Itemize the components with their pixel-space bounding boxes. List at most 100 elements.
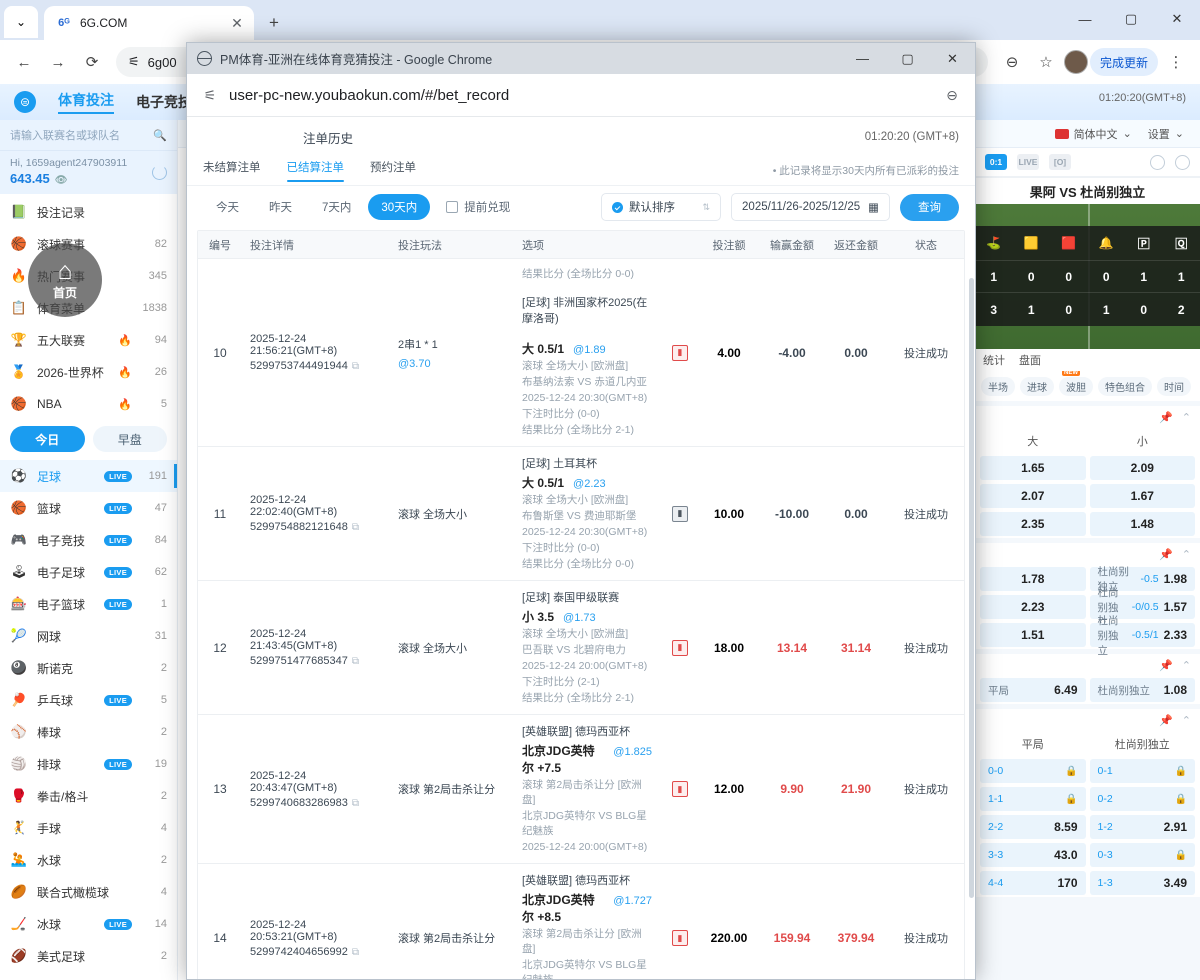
copy-icon[interactable]: ⧉	[351, 522, 360, 533]
eye-icon[interactable]: 👁	[54, 175, 68, 186]
avatar-icon[interactable]	[1063, 50, 1088, 74]
odds-cell[interactable]: 1.67	[1089, 484, 1195, 508]
sidebar-item-电子篮球[interactable]: 🎰 电子篮球 LIVE 1	[0, 588, 177, 620]
refresh-icon[interactable]	[1175, 154, 1190, 170]
market-chip-进球[interactable]: 进球	[1020, 376, 1054, 396]
tune-icon[interactable]: ⚟	[128, 54, 140, 69]
odds-cell[interactable]: 0-1 🔒	[1089, 759, 1195, 783]
copy-icon[interactable]: ⧉	[351, 797, 360, 809]
tab-reserved[interactable]: 预约注单	[370, 162, 416, 174]
sidebar-item-网球[interactable]: 🎾 网球 31	[0, 620, 177, 652]
language-selector[interactable]: 简体中文 ⌄	[1054, 126, 1132, 142]
minimize-button[interactable]: —	[1078, 11, 1092, 27]
odds-cell[interactable]: 0-2 🔒	[1089, 787, 1195, 811]
odds-cell[interactable]: 1-1 🔒	[980, 787, 1086, 811]
chevron-up-icon[interactable]: ⌃	[1181, 548, 1191, 561]
odds-cell[interactable]: 2-2 8.59	[980, 815, 1086, 839]
quick-filter-7天内[interactable]: 7天内	[322, 202, 352, 214]
browser-tab[interactable]: 6ᴳ 6G.COM ✕	[44, 6, 254, 40]
star-icon[interactable]: ☆	[1039, 54, 1053, 71]
search-button[interactable]: 查询	[900, 193, 959, 221]
odds-cell[interactable]: 杜尚别独立 1.08	[1089, 678, 1195, 702]
sidebar-item-美式足球[interactable]: 🏈 美式足球 2	[0, 940, 177, 972]
odds-cell[interactable]: 3-3 43.0	[980, 843, 1086, 867]
cashout-checkbox[interactable]: 提前兑现	[446, 199, 510, 215]
quick-filter-30天内[interactable]: 30天内	[368, 194, 431, 220]
sidebar-item-娱乐[interactable]: 🎤娱乐2	[0, 972, 177, 980]
sidebar-item-斯诺克[interactable]: 🎱 斯诺克 2	[0, 652, 177, 684]
odds-cell[interactable]: 4-4 170	[980, 871, 1086, 895]
market-chip-半场[interactable]: 半场	[981, 376, 1015, 396]
odds-cell[interactable]: 杜尚别独立 -0/0.5 1.57	[1089, 587, 1195, 629]
market-chip-波胆[interactable]: NEW 波胆	[1059, 371, 1093, 396]
chevron-up-icon[interactable]: ⌃	[1181, 714, 1191, 727]
home-floating-button[interactable]: ⌂ 首页	[28, 243, 102, 317]
sidebar-item-冰球[interactable]: 🏒 冰球 LIVE 14	[0, 908, 177, 940]
odds-cell[interactable]: 2.35	[980, 512, 1086, 536]
site-nav-esports[interactable]: 电子竞技	[136, 94, 192, 110]
kebab-menu-icon[interactable]: ⋮	[1168, 54, 1184, 71]
checkbox-icon[interactable]	[446, 201, 459, 213]
pin-icon[interactable]: 📌	[1159, 548, 1173, 561]
rp-tab-other[interactable]: [O]	[1049, 154, 1071, 170]
sidebar-item-水球[interactable]: 🤽 水球 2	[0, 844, 177, 876]
settings-menu[interactable]: 设置 ⌄	[1148, 126, 1184, 142]
new-tab-button[interactable]: +	[269, 13, 279, 32]
site-nav-sports[interactable]: 体育投注	[58, 90, 114, 114]
sidebar-item-乒乓球[interactable]: 🏓 乒乓球 LIVE 5	[0, 684, 177, 716]
market-chip-特色组合[interactable]: 特色组合	[1098, 376, 1152, 396]
rp-tab-score[interactable]: 0:1	[985, 154, 1007, 170]
date-range-input[interactable]: 2025/11/26-2025/12/25 ▦	[731, 193, 890, 221]
sidebar-segment-早盘[interactable]: 早盘	[92, 426, 167, 452]
odds-cell[interactable]: 2.23	[980, 595, 1086, 619]
search-icon[interactable]: 🔍	[153, 129, 167, 142]
pin-icon[interactable]: 📌	[1159, 714, 1173, 727]
market-chip-时间[interactable]: 时间	[1157, 376, 1191, 396]
sidebar-item-足球[interactable]: ⚽ 足球 LIVE 191	[0, 460, 177, 492]
chevron-up-icon[interactable]: ⌃	[1181, 411, 1191, 424]
reload-icon[interactable]: ⟳	[85, 54, 99, 71]
odds-cell[interactable]: 杜尚别独立 -0.5 1.98	[1089, 566, 1195, 593]
sidebar-item-NBA[interactable]: 🏀 NBA 🔥 5	[0, 388, 177, 420]
sidebar-item-投注记录[interactable]: 📗 投注记录	[0, 196, 177, 228]
close-button[interactable]: ✕	[1171, 11, 1183, 26]
sidebar-search[interactable]: 请输入联赛名或球队名 🔍	[0, 120, 177, 150]
close-button[interactable]: ✕	[947, 50, 958, 66]
sidebar-item-篮球[interactable]: 🏀 篮球 LIVE 47	[0, 492, 177, 524]
sidebar-item-电子足球[interactable]: 🕹 电子足球 LIVE 62	[0, 556, 177, 588]
sidebar-item-五大联赛[interactable]: 🏆 五大联赛 🔥 94	[0, 324, 177, 356]
sidebar-item-排球[interactable]: 🏐 排球 LIVE 19	[0, 748, 177, 780]
copy-icon[interactable]: ⧉	[351, 361, 360, 372]
zoom-out-icon[interactable]: ⊖	[1005, 54, 1019, 71]
rp-tab-live[interactable]: LIVE	[1017, 154, 1039, 170]
quick-filter-昨天[interactable]: 昨天	[269, 202, 292, 214]
sidebar-item-电子竞技[interactable]: 🎮 电子竞技 LIVE 84	[0, 524, 177, 556]
pin-icon[interactable]: 📌	[1159, 411, 1173, 424]
odds-cell[interactable]: 1-3 3.49	[1089, 871, 1195, 895]
quick-filter-今天[interactable]: 今天	[216, 202, 239, 214]
minimize-button[interactable]: —	[856, 51, 869, 66]
sort-icon[interactable]: ⇳	[1196, 377, 1200, 396]
tab-search-chevron-icon[interactable]: ⌄	[4, 6, 38, 38]
odds-cell[interactable]: 1.48	[1089, 512, 1195, 536]
calendar-icon[interactable]: ▦	[868, 202, 879, 214]
info-icon[interactable]	[1150, 154, 1165, 170]
sidebar-item-棒球[interactable]: ⚾ 棒球 2	[0, 716, 177, 748]
odds-cell[interactable]: 0-0 🔒	[980, 759, 1086, 783]
copy-icon[interactable]: ⧉	[351, 946, 360, 958]
sidebar-item-联合式橄榄球[interactable]: 🏉 联合式橄榄球 4	[0, 876, 177, 908]
pin-icon[interactable]: 📌	[1159, 659, 1173, 672]
chevron-up-icon[interactable]: ⌃	[1181, 659, 1191, 672]
sort-select[interactable]: 默认排序 ⇅	[601, 193, 722, 221]
odds-cell[interactable]: 杜尚别独立 -0.5/1 2.33	[1089, 615, 1195, 657]
subtab-odds[interactable]: 盘面	[1019, 355, 1041, 367]
odds-cell[interactable]: 1-2 2.91	[1089, 815, 1195, 839]
odds-cell[interactable]: 1.65	[980, 456, 1086, 480]
tab-settled[interactable]: 已结算注单	[286, 159, 344, 182]
odds-cell[interactable]: 2.07	[980, 484, 1086, 508]
forward-icon[interactable]: →	[50, 53, 66, 71]
sidebar-item-2026-世界杯[interactable]: 🏅 2026-世界杯 🔥 26	[0, 356, 177, 388]
close-icon[interactable]: ✕	[231, 14, 243, 31]
sidebar-segment-今日[interactable]: 今日	[10, 426, 85, 452]
tune-icon[interactable]: ⚟	[203, 86, 217, 103]
